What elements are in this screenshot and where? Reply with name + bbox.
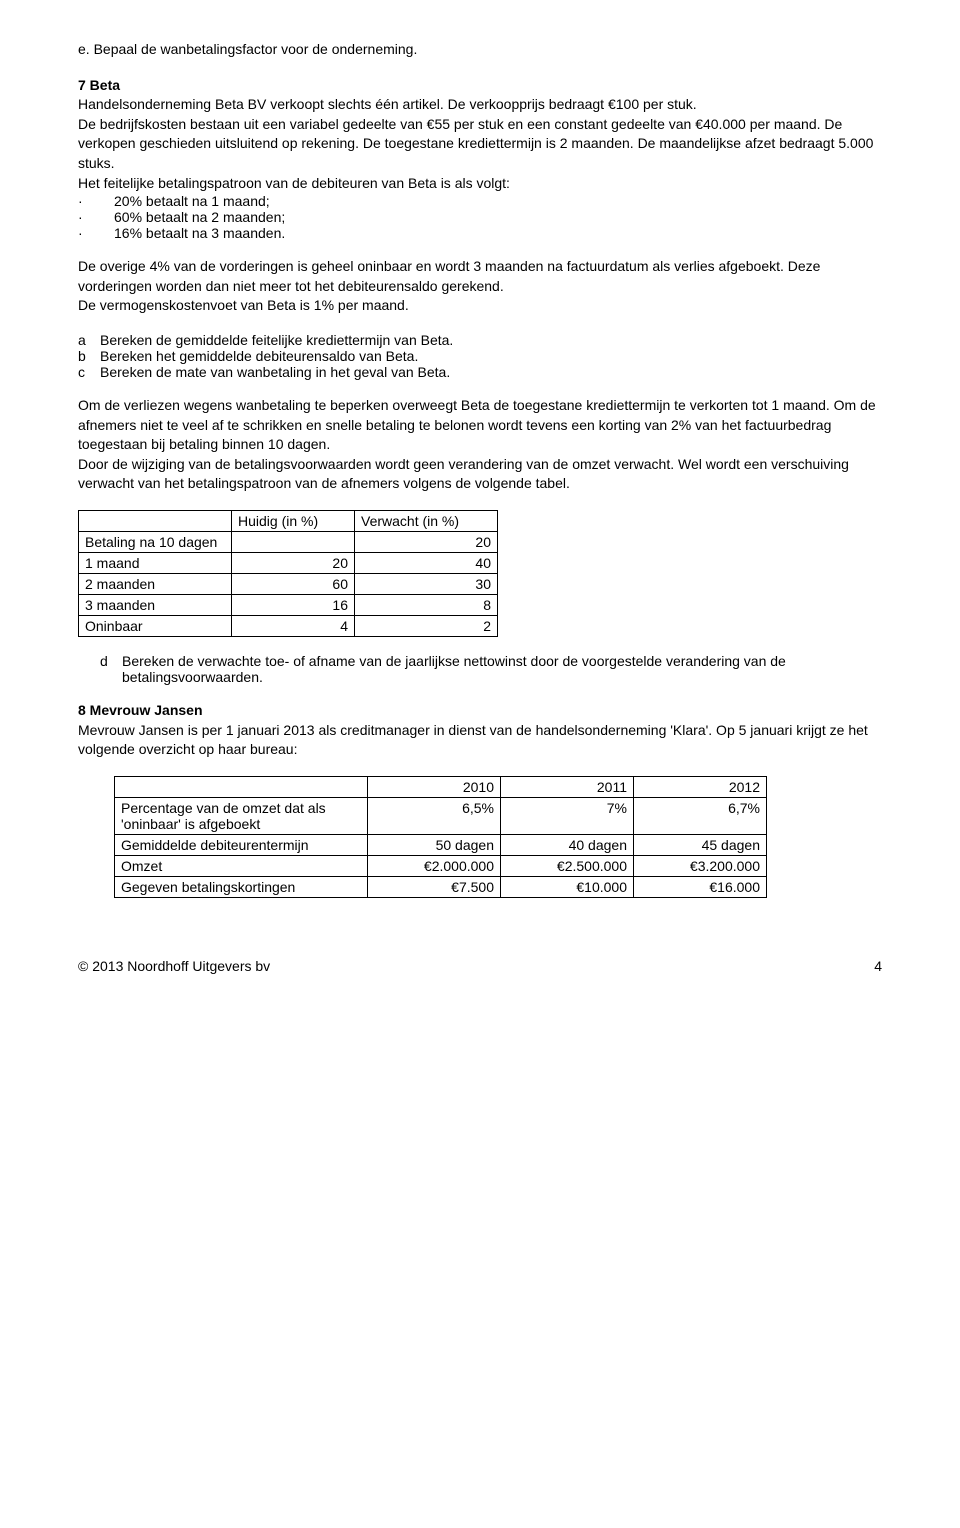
table-cell: €2.000.000 [368, 855, 501, 876]
lettered-text: Bereken de verwachte toe- of afname van … [122, 653, 882, 685]
item-e: e. Bepaal de wanbetalingsfactor voor de … [78, 40, 882, 60]
table-cell: 20 [355, 531, 498, 552]
lettered-list-abc: a Bereken de gemiddelde feitelijke kredi… [78, 332, 882, 380]
table-cell [79, 510, 232, 531]
lettered-mark: b [78, 348, 100, 364]
table-cell: 2010 [368, 776, 501, 797]
table-row: 2 maanden 60 30 [79, 573, 498, 594]
lettered-text: Bereken de gemiddelde feitelijke krediet… [100, 332, 453, 348]
lettered-mark: d [100, 653, 122, 685]
table-row: Gemiddelde debiteurentermijn 50 dagen 40… [115, 834, 767, 855]
lettered-text: Bereken de mate van wanbetaling in het g… [100, 364, 450, 380]
table-cell: 2 [355, 615, 498, 636]
table-cell: Percentage van de omzet dat als 'oninbaa… [115, 797, 368, 834]
para-7c: Het feitelijke betalingspatroon van de d… [78, 174, 882, 194]
para-7g: Door de wijziging van de betalingsvoorwa… [78, 455, 882, 494]
table-cell: 16 [232, 594, 355, 615]
table-row: Betaling na 10 dagen 20 [79, 531, 498, 552]
table-betaling: Huidig (in %) Verwacht (in %) Betaling n… [78, 510, 498, 637]
bullet-text: 20% betaalt na 1 maand; [114, 193, 270, 209]
lettered-item: c Bereken de mate van wanbetaling in het… [78, 364, 882, 380]
bullet-list-7: · 20% betaalt na 1 maand; · 60% betaalt … [78, 193, 882, 241]
table-cell: 50 dagen [368, 834, 501, 855]
lettered-item: a Bereken de gemiddelde feitelijke kredi… [78, 332, 882, 348]
table-cell: 1 maand [79, 552, 232, 573]
table-cell: €16.000 [634, 876, 767, 897]
para-7f: Om de verliezen wegens wanbetaling te be… [78, 396, 882, 455]
lettered-text: Bereken het gemiddelde debiteurensaldo v… [100, 348, 418, 364]
table-cell: 2 maanden [79, 573, 232, 594]
table-row: Oninbaar 4 2 [79, 615, 498, 636]
table-row: Omzet €2.000.000 €2.500.000 €3.200.000 [115, 855, 767, 876]
table-cell: Omzet [115, 855, 368, 876]
bullet-mark: · [78, 225, 114, 241]
table-cell: 40 dagen [501, 834, 634, 855]
table-cell: €7.500 [368, 876, 501, 897]
heading-8-jansen: 8 Mevrouw Jansen [78, 701, 882, 721]
para-7a: Handelsonderneming Beta BV verkoopt slec… [78, 95, 882, 115]
table-cell: 8 [355, 594, 498, 615]
table-cell: 2012 [634, 776, 767, 797]
table-cell: 2011 [501, 776, 634, 797]
table-row: 1 maand 20 40 [79, 552, 498, 573]
bullet-text: 60% betaalt na 2 maanden; [114, 209, 285, 225]
footer-page-number: 4 [874, 958, 882, 974]
lettered-item: b Bereken het gemiddelde debiteurensaldo… [78, 348, 882, 364]
table-jansen: 2010 2011 2012 Percentage van de omzet d… [114, 776, 767, 898]
bullet-item: · 20% betaalt na 1 maand; [78, 193, 882, 209]
table-cell: 6,5% [368, 797, 501, 834]
footer-copyright: © 2013 Noordhoff Uitgevers bv [78, 958, 270, 974]
table-cell: 7% [501, 797, 634, 834]
para-7b: De bedrijfskosten bestaan uit een variab… [78, 115, 882, 174]
table-row: Percentage van de omzet dat als 'oninbaa… [115, 797, 767, 834]
table-cell: Huidig (in %) [232, 510, 355, 531]
table-cell: 6,7% [634, 797, 767, 834]
table-cell: €3.200.000 [634, 855, 767, 876]
lettered-mark: c [78, 364, 100, 380]
bullet-text: 16% betaalt na 3 maanden. [114, 225, 285, 241]
table-cell: Verwacht (in %) [355, 510, 498, 531]
para-8a: Mevrouw Jansen is per 1 januari 2013 als… [78, 721, 882, 760]
page-footer: © 2013 Noordhoff Uitgevers bv 4 [78, 958, 882, 974]
bullet-item: · 16% betaalt na 3 maanden. [78, 225, 882, 241]
table-cell: 60 [232, 573, 355, 594]
table-cell [232, 531, 355, 552]
bullet-mark: · [78, 209, 114, 225]
table-cell: Gegeven betalingskortingen [115, 876, 368, 897]
table-cell: €2.500.000 [501, 855, 634, 876]
bullet-item: · 60% betaalt na 2 maanden; [78, 209, 882, 225]
table-row: Gegeven betalingskortingen €7.500 €10.00… [115, 876, 767, 897]
table-cell: 3 maanden [79, 594, 232, 615]
table-cell: 4 [232, 615, 355, 636]
table-cell: Betaling na 10 dagen [79, 531, 232, 552]
table-cell [115, 776, 368, 797]
heading-7-beta: 7 Beta [78, 76, 882, 96]
table-cell: Gemiddelde debiteurentermijn [115, 834, 368, 855]
table-cell: 40 [355, 552, 498, 573]
lettered-mark: a [78, 332, 100, 348]
para-7d: De overige 4% van de vorderingen is gehe… [78, 257, 882, 296]
bullet-mark: · [78, 193, 114, 209]
para-7e: De vermogenskostenvoet van Beta is 1% pe… [78, 296, 882, 316]
table-cell: Oninbaar [79, 615, 232, 636]
table-row: 3 maanden 16 8 [79, 594, 498, 615]
table-row: 2010 2011 2012 [115, 776, 767, 797]
table-row: Huidig (in %) Verwacht (in %) [79, 510, 498, 531]
lettered-item-d: d Bereken de verwachte toe- of afname va… [100, 653, 882, 685]
table-cell: €10.000 [501, 876, 634, 897]
table-cell: 30 [355, 573, 498, 594]
table-cell: 20 [232, 552, 355, 573]
table-cell: 45 dagen [634, 834, 767, 855]
